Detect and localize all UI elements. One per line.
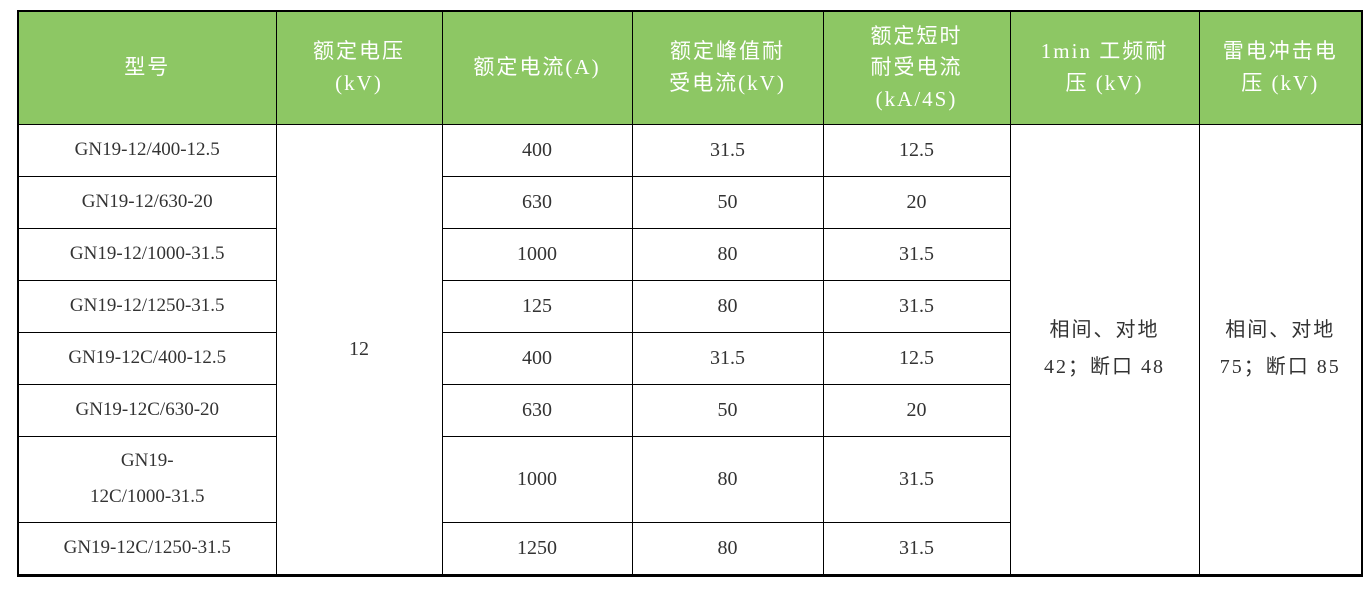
model-cell-1: GN19-12/400-12.5	[17, 123, 277, 177]
peak-cell-7: 80	[631, 435, 824, 523]
model-cell-8: GN19-12C/1250-31.5	[17, 521, 277, 576]
header-peak-withstand-current: 额定峰值耐 受电流(kV)	[631, 10, 824, 125]
table-body: GN19-12/400-12.5 12 400 31.5 12.5 相间、对地 …	[17, 123, 1363, 576]
header-power-frequency-withstand: 1min 工频耐 压 (kV)	[1009, 10, 1200, 125]
table-row: GN19-12C/1250-31.5 1250 80 31.5	[17, 521, 1362, 576]
current-cell-2: 630	[441, 175, 633, 229]
spec-table: 型号 额定电压 (kV) 额定电流(A) 额定峰值耐 受电流(kV) 额定短时 …	[17, 10, 1363, 577]
table-row: GN19-12/400-12.5 12 400 31.5 12.5 相间、对地 …	[17, 123, 1363, 576]
short-time-cell-4: 31.5	[822, 279, 1011, 333]
peak-cell-4: 80	[631, 279, 824, 333]
peak-cell-1: 31.5	[631, 123, 824, 177]
model-cell-7: GN19- 12C/1000-31.5	[17, 435, 277, 523]
model-cell-5: GN19-12C/400-12.5	[17, 331, 277, 385]
header-rated-voltage: 额定电压 (kV)	[275, 10, 443, 125]
model-cell-6: GN19-12C/630-20	[17, 383, 277, 437]
lightning-impulse-merged-cell: 相间、对地 75；断口 85	[1198, 123, 1363, 576]
peak-cell-8: 80	[631, 521, 824, 576]
current-cell-4: 125	[441, 279, 633, 333]
short-time-cell-1: 12.5	[822, 123, 1011, 177]
table-row: GN19-12C/400-12.5 400 31.5 12.5	[17, 331, 1362, 385]
table-header: 型号 额定电压 (kV) 额定电流(A) 额定峰值耐 受电流(kV) 额定短时 …	[17, 10, 1363, 125]
short-time-cell-5: 12.5	[822, 331, 1011, 385]
table-row: GN19-12C/630-20 630 50 20	[17, 383, 1362, 437]
current-cell-1: 400	[441, 123, 633, 177]
short-time-cell-3: 31.5	[822, 227, 1011, 281]
rated-voltage-merged-cell: 12	[275, 123, 443, 576]
table-row: GN19-12/1250-31.5 125 80 31.5	[17, 279, 1362, 333]
short-time-cell-8: 31.5	[822, 521, 1011, 576]
header-short-time-withstand-current: 额定短时 耐受电流 (kA/4S)	[822, 10, 1011, 125]
model-cell-2: GN19-12/630-20	[17, 175, 277, 229]
short-time-cell-2: 20	[822, 175, 1011, 229]
current-cell-5: 400	[441, 331, 633, 385]
current-cell-8: 1250	[441, 521, 633, 576]
peak-cell-6: 50	[631, 383, 824, 437]
current-cell-3: 1000	[441, 227, 633, 281]
model-cell-3: GN19-12/1000-31.5	[17, 227, 277, 281]
peak-cell-3: 80	[631, 227, 824, 281]
spec-table-container: 型号 额定电压 (kV) 额定电流(A) 额定峰值耐 受电流(kV) 额定短时 …	[17, 10, 1363, 577]
peak-cell-2: 50	[631, 175, 824, 229]
header-row: 型号 额定电压 (kV) 额定电流(A) 额定峰值耐 受电流(kV) 额定短时 …	[17, 10, 1363, 125]
table-row: GN19-12/630-20 630 50 20	[17, 175, 1362, 229]
header-model: 型号	[17, 10, 277, 125]
short-time-cell-7: 31.5	[822, 435, 1011, 523]
power-frequency-merged-cell: 相间、对地 42；断口 48	[1009, 123, 1200, 576]
model-cell-4: GN19-12/1250-31.5	[17, 279, 277, 333]
table-row: GN19-12/1000-31.5 1000 80 31.5	[17, 227, 1362, 281]
table-row: GN19- 12C/1000-31.5 1000 80 31.5	[17, 435, 1362, 523]
current-cell-7: 1000	[441, 435, 633, 523]
short-time-cell-6: 20	[822, 383, 1011, 437]
header-lightning-impulse: 雷电冲击电 压 (kV)	[1198, 10, 1363, 125]
header-rated-current: 额定电流(A)	[441, 10, 633, 125]
current-cell-6: 630	[441, 383, 633, 437]
peak-cell-5: 31.5	[631, 331, 824, 385]
